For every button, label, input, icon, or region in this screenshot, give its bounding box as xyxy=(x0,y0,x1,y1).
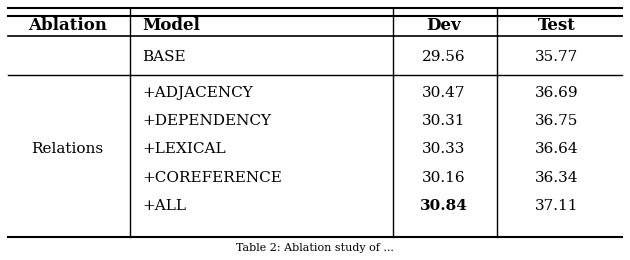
Text: 37.11: 37.11 xyxy=(535,199,578,213)
Text: +LEXICAL: +LEXICAL xyxy=(142,142,226,156)
Text: 35.77: 35.77 xyxy=(535,50,578,64)
Text: 36.64: 36.64 xyxy=(535,142,578,156)
Text: Model: Model xyxy=(142,17,200,34)
Text: +DEPENDENCY: +DEPENDENCY xyxy=(142,114,272,128)
Text: 30.33: 30.33 xyxy=(422,142,466,156)
Text: Ablation: Ablation xyxy=(28,17,106,34)
Text: 36.34: 36.34 xyxy=(535,171,578,185)
Text: 30.31: 30.31 xyxy=(422,114,466,128)
Text: Relations: Relations xyxy=(31,142,103,156)
Text: 36.69: 36.69 xyxy=(535,86,578,100)
Text: +ADJACENCY: +ADJACENCY xyxy=(142,86,253,100)
Text: 30.84: 30.84 xyxy=(420,199,467,213)
Text: BASE: BASE xyxy=(142,50,186,64)
Text: +ALL: +ALL xyxy=(142,199,186,213)
Text: 36.75: 36.75 xyxy=(535,114,578,128)
Text: Test: Test xyxy=(537,17,575,34)
Text: 30.16: 30.16 xyxy=(421,171,466,185)
Text: Dev: Dev xyxy=(427,17,461,34)
Text: 30.47: 30.47 xyxy=(422,86,466,100)
Text: Table 2: Ablation study of ...: Table 2: Ablation study of ... xyxy=(236,243,394,254)
Text: +COREFERENCE: +COREFERENCE xyxy=(142,171,282,185)
Text: 29.56: 29.56 xyxy=(421,50,466,64)
